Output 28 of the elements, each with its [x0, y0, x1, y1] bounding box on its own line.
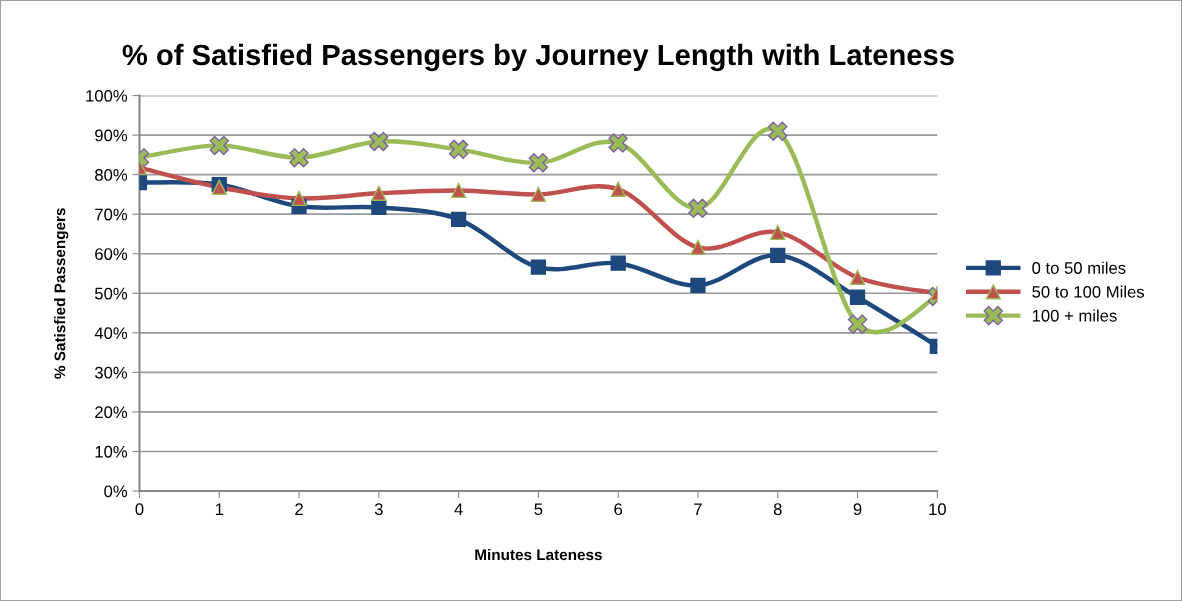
x-tick-label: 5: [534, 503, 543, 516]
y-tick-label: 100%: [86, 89, 128, 102]
chart-title: % of Satisfied Passengers by Journey Length with Lateness: [122, 43, 954, 72]
x-tick-label: 3: [374, 503, 383, 516]
y-tick-label: 0%: [104, 485, 128, 498]
x-tick-label: 7: [694, 503, 702, 515]
x-tick-label: 1: [215, 503, 224, 515]
y-axis-title: % Satisfied Passengers: [54, 208, 69, 379]
legend-label: 50 to 100 Miles: [1032, 285, 1145, 298]
y-tick-label: 60%: [95, 248, 128, 260]
legend-label: 0 to 50 miles: [1032, 261, 1126, 274]
y-tick-label: 80%: [95, 169, 128, 181]
y-tick-label: 30%: [94, 366, 128, 379]
y-tick-label: 20%: [95, 406, 128, 419]
y-tick-label: 10%: [95, 445, 128, 458]
legend-label: 100 + miles: [1032, 309, 1117, 322]
x-tick-label: 10: [929, 503, 946, 516]
y-tick-label: 50%: [94, 287, 128, 300]
y-tick-label: 90%: [95, 129, 128, 142]
x-tick-label: 9: [853, 503, 862, 516]
y-tick-label: 70%: [95, 208, 128, 221]
x-tick-label: 0: [135, 503, 144, 516]
y-tick-label: 40%: [94, 327, 128, 340]
x-tick-label: 2: [295, 503, 303, 515]
x-tick-label: 4: [454, 503, 463, 515]
x-tick-label: 6: [614, 503, 623, 516]
x-tick-label: 8: [773, 503, 782, 516]
x-axis-title: Minutes Lateness: [475, 548, 602, 561]
